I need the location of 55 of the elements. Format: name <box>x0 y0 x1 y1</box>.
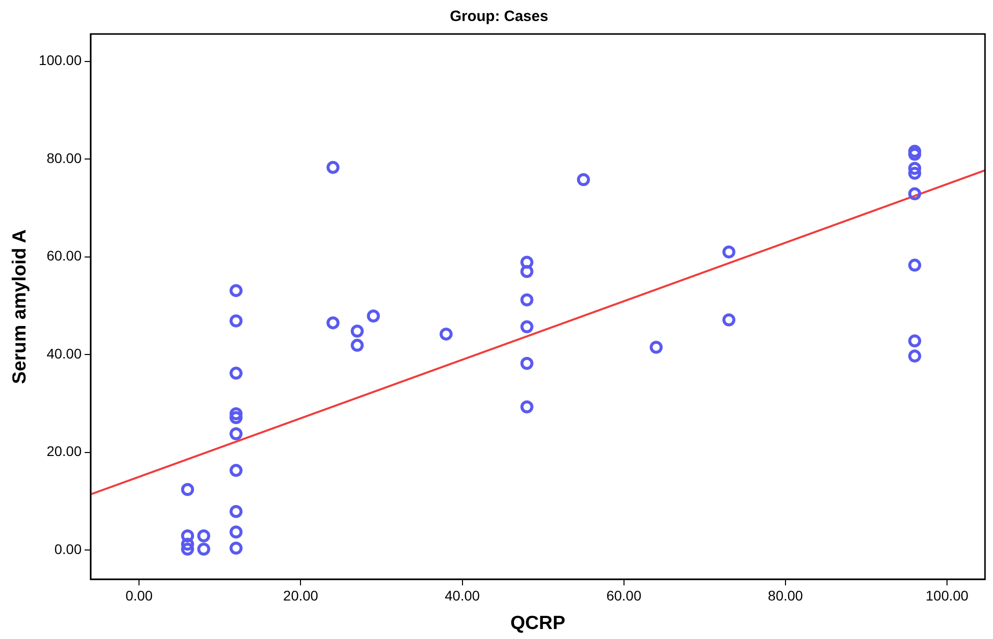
point <box>520 293 534 306</box>
x-tick-label: 60.00 <box>606 588 642 604</box>
point <box>520 356 534 370</box>
x-tick-label: 40.00 <box>444 588 480 604</box>
point <box>230 366 243 380</box>
point <box>722 313 736 326</box>
point <box>366 309 380 322</box>
point <box>230 542 243 555</box>
y-tick-label: 100.00 <box>38 52 82 68</box>
y-tick-label: 80.00 <box>46 150 82 166</box>
point <box>908 334 922 348</box>
x-tick-label: 20.00 <box>283 588 318 604</box>
point <box>181 529 194 542</box>
point <box>440 328 453 341</box>
point <box>230 411 243 424</box>
point <box>520 256 534 269</box>
point <box>520 320 534 334</box>
point <box>908 187 922 200</box>
point <box>230 314 243 328</box>
point <box>230 427 243 440</box>
point <box>197 529 210 542</box>
point <box>181 482 194 496</box>
point <box>230 464 243 477</box>
point <box>230 504 243 518</box>
y-tick-label: 40.00 <box>46 345 82 362</box>
x-tick-label: 100.00 <box>926 588 969 604</box>
y-tick-label: 0.00 <box>54 540 82 557</box>
point <box>908 144 922 158</box>
y-tick-label: 20.00 <box>46 443 82 460</box>
point <box>650 340 663 354</box>
point <box>908 162 922 175</box>
y-tick-label: 60.00 <box>46 248 82 264</box>
point <box>181 542 194 556</box>
point <box>576 173 590 186</box>
x-tick-label: 0.00 <box>125 588 153 604</box>
point <box>520 265 534 278</box>
y-axis-title: Serum amyloid A <box>10 229 31 384</box>
point <box>326 160 340 174</box>
point <box>908 258 922 272</box>
point <box>350 338 364 352</box>
point <box>520 400 534 414</box>
point <box>908 148 922 161</box>
point <box>350 324 364 338</box>
point <box>908 166 922 180</box>
point <box>722 245 736 258</box>
point <box>181 538 194 551</box>
chart-title: Group: Cases <box>450 8 548 26</box>
point <box>230 284 243 298</box>
x-tick-label: 80.00 <box>768 588 804 604</box>
x-axis-title: QCRP <box>510 612 566 634</box>
point <box>197 542 210 556</box>
point <box>230 525 243 538</box>
point <box>230 407 243 420</box>
point <box>326 316 340 330</box>
point <box>908 350 922 363</box>
